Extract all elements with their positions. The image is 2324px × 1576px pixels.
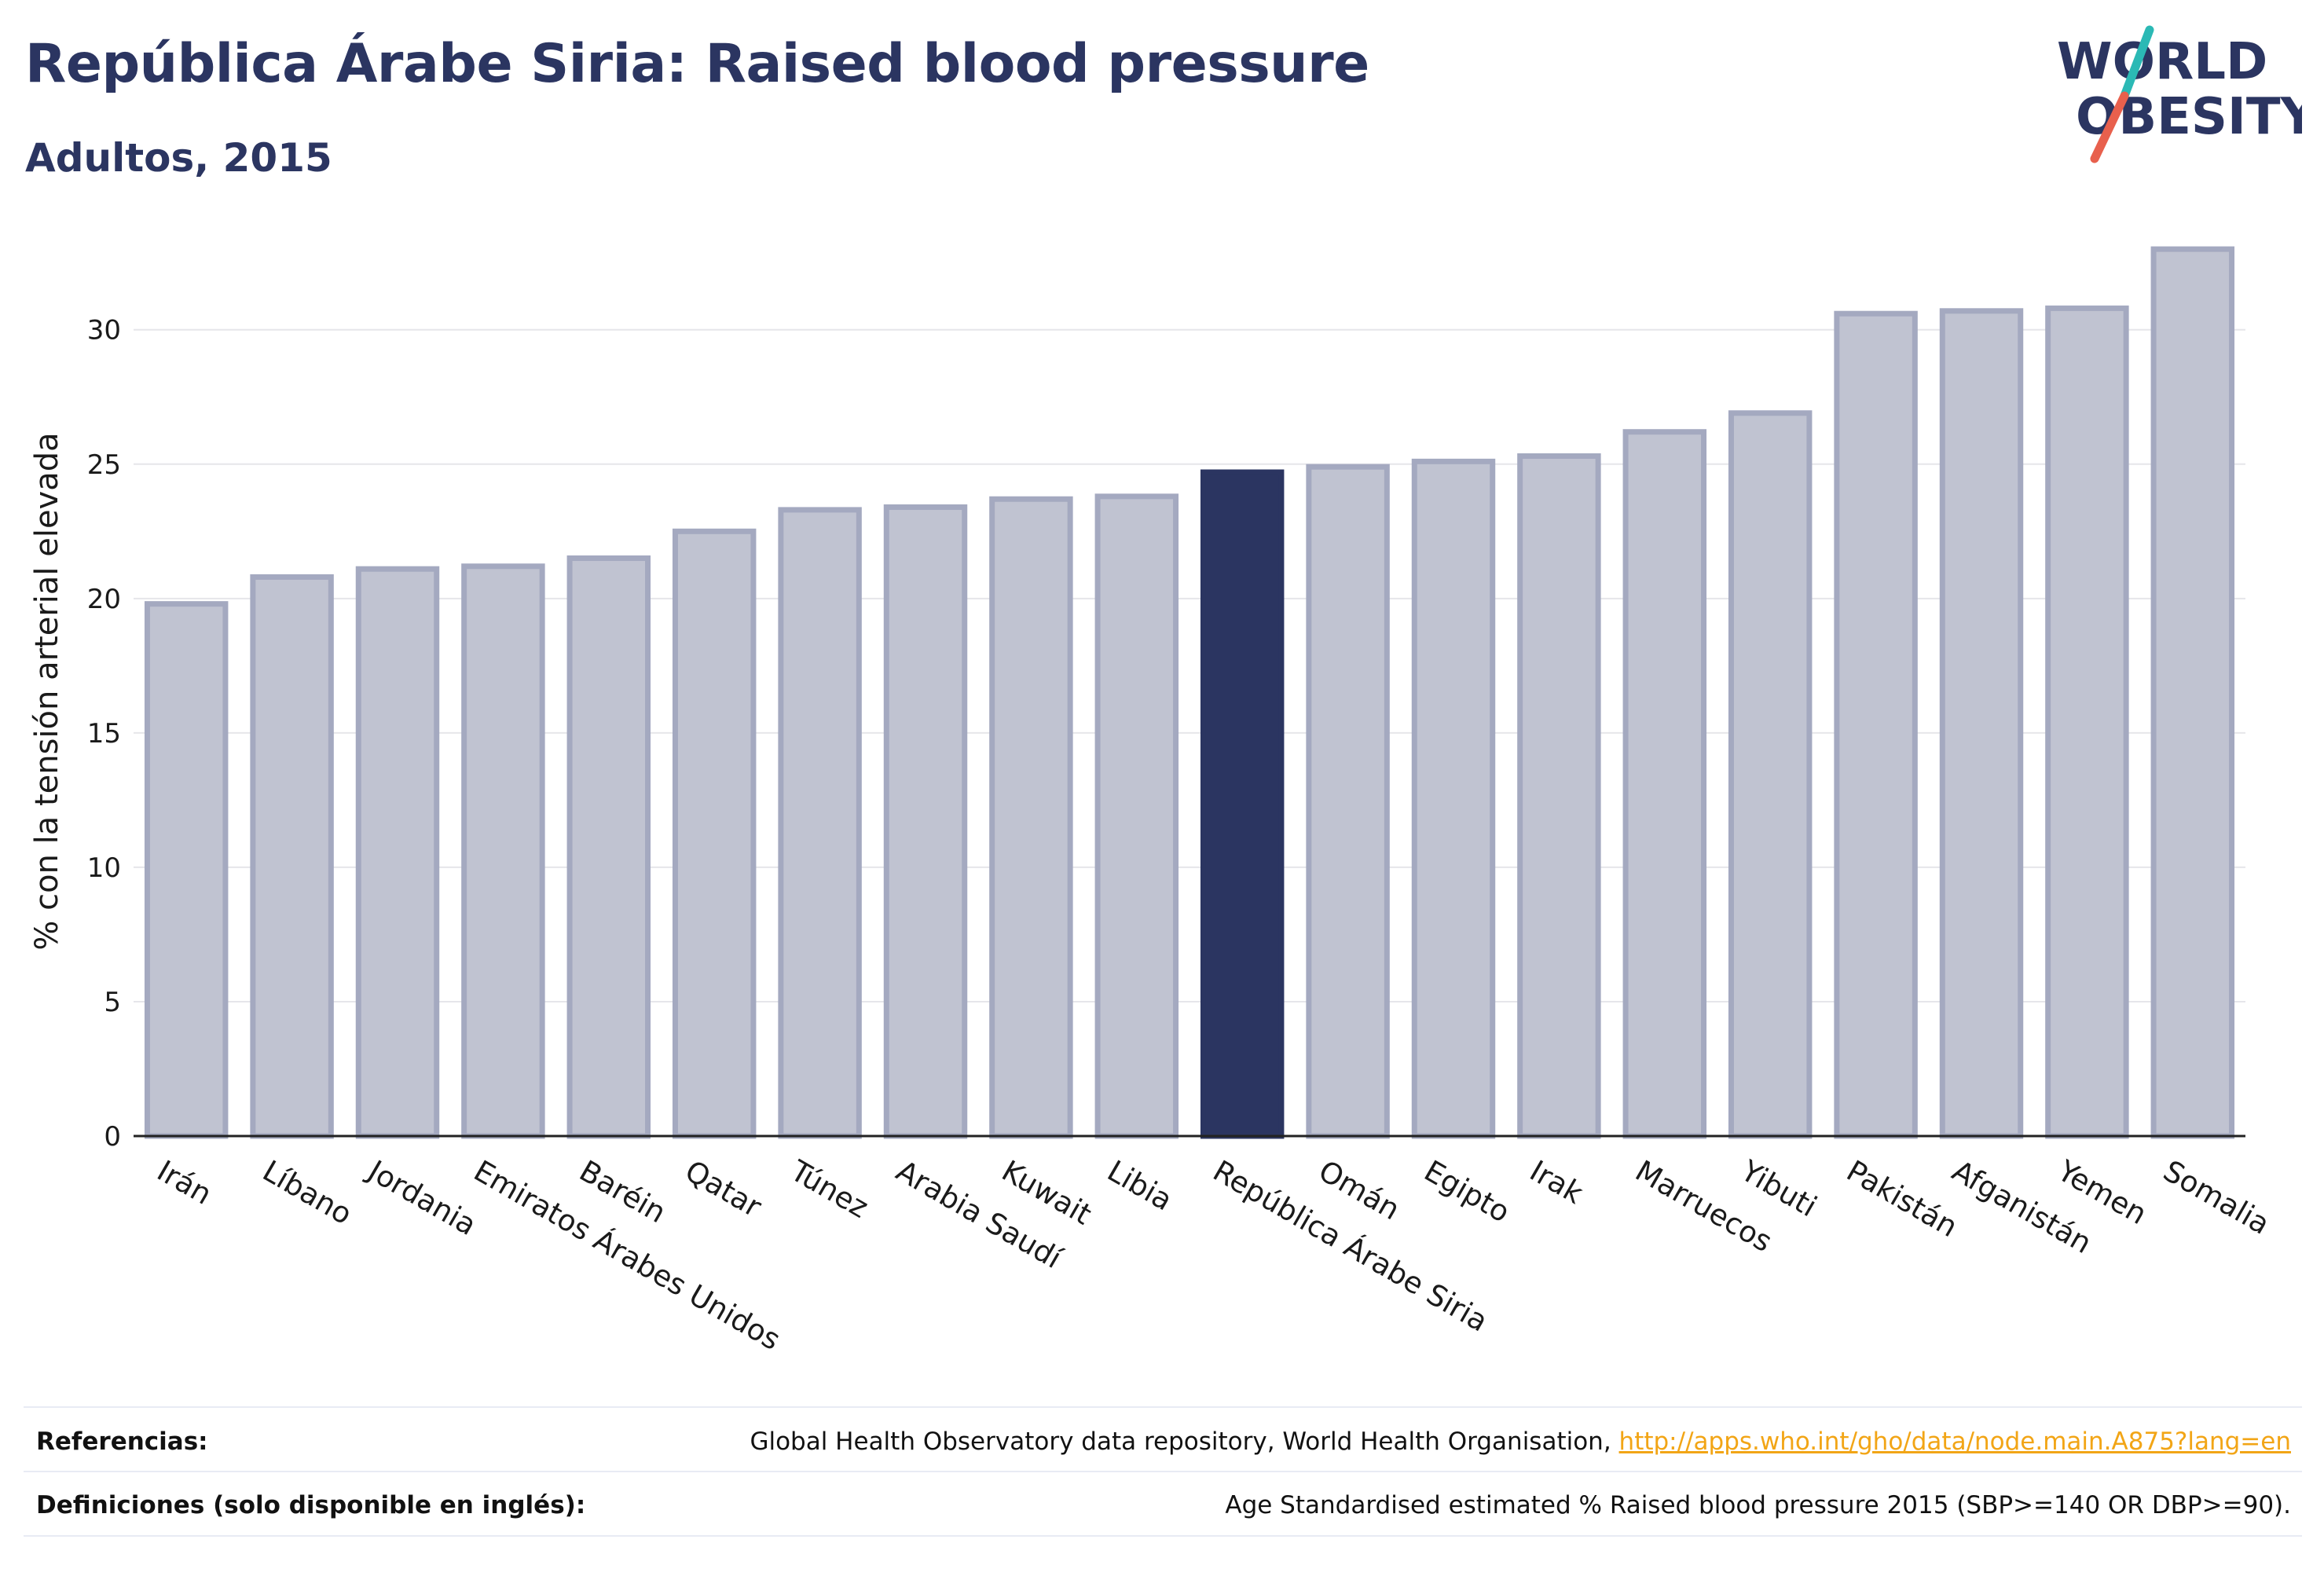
y-tick-label: 30 <box>87 315 121 346</box>
bar <box>1834 310 1918 1139</box>
logo-slash-red <box>2090 91 2129 163</box>
bar <box>1622 429 1707 1139</box>
y-axis-title: % con la tensión arterial elevada <box>29 432 65 951</box>
chart-subtitle: Adultos, 2015 <box>25 135 332 181</box>
logo-slash-teal <box>2120 25 2154 101</box>
references-text: Global Health Observatory data repositor… <box>750 1428 1619 1456</box>
x-tick-label: Qatar <box>680 1154 768 1225</box>
x-tick-label: Líbano <box>257 1154 357 1232</box>
bar <box>1411 458 1496 1139</box>
bar <box>144 601 229 1139</box>
references-value: Global Health Observatory data repositor… <box>750 1428 2291 1456</box>
bar <box>883 504 968 1139</box>
bar <box>461 563 545 1139</box>
footer-divider-bottom <box>24 1535 2302 1537</box>
bar <box>1306 464 1390 1139</box>
bar <box>989 496 1073 1139</box>
definitions-text: Age Standardised estimated % Raised bloo… <box>1225 1491 2291 1519</box>
bar <box>1517 453 1601 1139</box>
footer-divider-middle <box>24 1471 2302 1472</box>
bar <box>566 555 651 1139</box>
y-tick-label: 15 <box>87 718 121 750</box>
y-tick-label: 5 <box>104 987 121 1018</box>
x-tick-label: Pakistán <box>1841 1154 1963 1244</box>
bar <box>1939 308 2024 1139</box>
bar <box>1200 469 1285 1139</box>
logo-text-world: WORLD <box>2057 33 2267 91</box>
x-tick-label: Somalia <box>2157 1154 2275 1241</box>
bar <box>1728 410 1813 1139</box>
bar <box>250 574 334 1139</box>
bar <box>2045 305 2129 1139</box>
x-tick-label: Egipto <box>1419 1154 1516 1230</box>
x-tick-label: Irán <box>152 1154 218 1211</box>
references-label: Referencias: <box>36 1428 208 1456</box>
y-tick-label: 0 <box>104 1121 121 1153</box>
footer-divider-top <box>24 1406 2302 1408</box>
bar <box>2150 246 2235 1139</box>
bar <box>778 507 862 1139</box>
y-tick-label: 20 <box>87 584 121 615</box>
x-tick-label: Jordania <box>361 1153 482 1243</box>
y-tick-label: 10 <box>87 852 121 884</box>
world-obesity-logo: WORLD OBESITY <box>2057 25 2302 163</box>
chart-title: República Árabe Siria: Raised blood pres… <box>25 33 1369 95</box>
bar <box>672 528 757 1139</box>
x-tick-label: Túnez <box>784 1153 874 1225</box>
references-link[interactable]: http://apps.who.int/gho/data/node.main.A… <box>1618 1428 2291 1456</box>
bar <box>355 566 440 1139</box>
x-tick-label: Irak <box>1524 1154 1589 1211</box>
definitions-label: Definiciones (solo disponible en inglés)… <box>36 1491 586 1519</box>
y-tick-label: 25 <box>87 449 121 481</box>
bar <box>1094 493 1179 1139</box>
x-tick-label: Libia <box>1102 1154 1178 1218</box>
